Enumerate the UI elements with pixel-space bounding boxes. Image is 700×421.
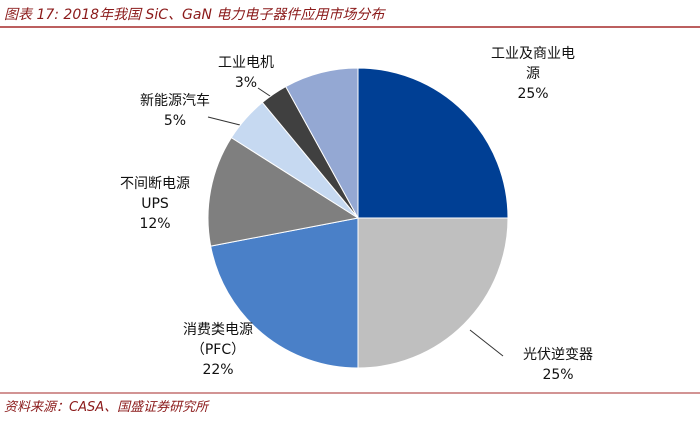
category-label: 工业及商业电源 [491,46,575,82]
category-label: 消费类电源（PFC） [183,322,253,358]
leader-line [207,116,241,126]
value-label: 5% [163,113,187,129]
pie-slice [357,217,509,369]
value-label: 3% [234,75,258,91]
pie-slice [285,67,359,219]
slice-label: 工业电机 3% [206,53,286,93]
pie-slice [207,136,360,247]
category-label: 工业电机 [218,55,274,71]
source-note: 资料来源：CASA、国盛证券研究所 [4,400,209,415]
chart-title: 图表 17: 2018年我国 SiC、GaN 电力电子器件应用市场分布 [4,7,385,23]
slice-label: 消费类电源（PFC） 22% [178,320,258,380]
value-label: 25% [542,367,574,383]
pie-slice [210,217,359,369]
slice-label: 新能源汽车 5% [130,91,220,131]
category-label: 光伏逆变器 [523,347,593,363]
slice-label: 不间断电源 UPS 12% [113,174,197,234]
leader-line [469,329,504,357]
value-label: 12% [139,216,171,232]
slice-label: 工业及商业电源 25% [485,44,581,104]
value-label: 22% [202,362,234,378]
category-label: 新能源汽车 [140,93,210,109]
slice-label: 光伏逆变器 25% [513,345,603,385]
category-label: 不间断电源 UPS [120,176,190,212]
value-label: 25% [517,86,549,102]
pie-slice [357,67,509,219]
